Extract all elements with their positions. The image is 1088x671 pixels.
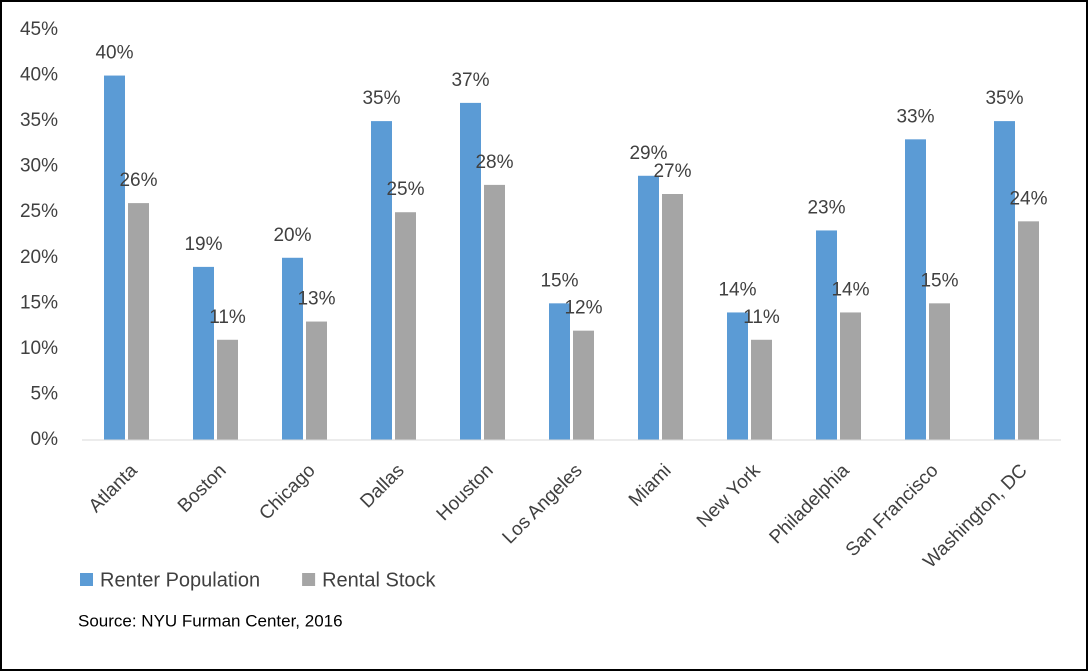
value-label: 11% xyxy=(743,307,780,328)
bar xyxy=(573,330,594,440)
bar xyxy=(104,75,125,441)
bar xyxy=(1018,221,1039,440)
value-label: 35% xyxy=(362,88,400,109)
y-tick-label: 30% xyxy=(20,156,58,177)
value-label: 25% xyxy=(386,179,424,200)
value-label: 15% xyxy=(920,270,958,291)
value-label: 24% xyxy=(1009,188,1047,209)
bar xyxy=(282,257,303,440)
value-label: 33% xyxy=(896,106,934,127)
bar xyxy=(549,303,570,440)
legend-label: Renter Population xyxy=(100,569,260,591)
value-label: 35% xyxy=(985,88,1023,109)
value-label: 20% xyxy=(273,225,311,246)
bar xyxy=(727,312,748,440)
value-label: 26% xyxy=(119,170,157,191)
value-label: 29% xyxy=(629,143,667,164)
bar xyxy=(193,266,214,440)
value-label: 12% xyxy=(564,298,602,319)
bar xyxy=(994,121,1015,440)
bar xyxy=(662,194,683,440)
bar xyxy=(840,312,861,440)
bar xyxy=(128,203,149,440)
value-label: 27% xyxy=(653,161,691,182)
legend-swatch xyxy=(80,573,93,586)
bar xyxy=(484,184,505,440)
y-tick-label: 10% xyxy=(20,338,58,359)
y-tick-label: 5% xyxy=(31,383,59,404)
legend-label: Rental Stock xyxy=(322,569,436,591)
y-tick-label: 40% xyxy=(20,65,58,86)
bar xyxy=(395,212,416,440)
y-tick-label: 45% xyxy=(20,19,58,40)
y-tick-label: 15% xyxy=(20,292,58,313)
y-tick-label: 35% xyxy=(20,110,58,131)
bar xyxy=(905,139,926,441)
bar xyxy=(816,230,837,440)
bar xyxy=(217,339,238,440)
y-tick-label: 0% xyxy=(31,429,59,450)
bar xyxy=(929,303,950,440)
value-label: 23% xyxy=(807,197,845,218)
value-label: 13% xyxy=(297,289,335,310)
value-label: 28% xyxy=(475,152,513,173)
y-tick-label: 20% xyxy=(20,247,58,268)
legend-swatch xyxy=(302,573,316,586)
value-label: 11% xyxy=(209,307,246,328)
value-label: 37% xyxy=(451,70,489,91)
bar xyxy=(751,339,772,440)
value-label: 14% xyxy=(718,279,756,300)
value-label: 40% xyxy=(95,43,133,64)
source-note: Source: NYU Furman Center, 2016 xyxy=(78,611,343,630)
value-label: 14% xyxy=(831,279,869,300)
bar xyxy=(371,121,392,440)
bar xyxy=(638,175,659,440)
value-label: 19% xyxy=(184,234,222,255)
bar xyxy=(460,102,481,440)
y-tick-label: 25% xyxy=(20,201,58,222)
value-label: 15% xyxy=(540,270,578,291)
bar xyxy=(306,321,327,440)
